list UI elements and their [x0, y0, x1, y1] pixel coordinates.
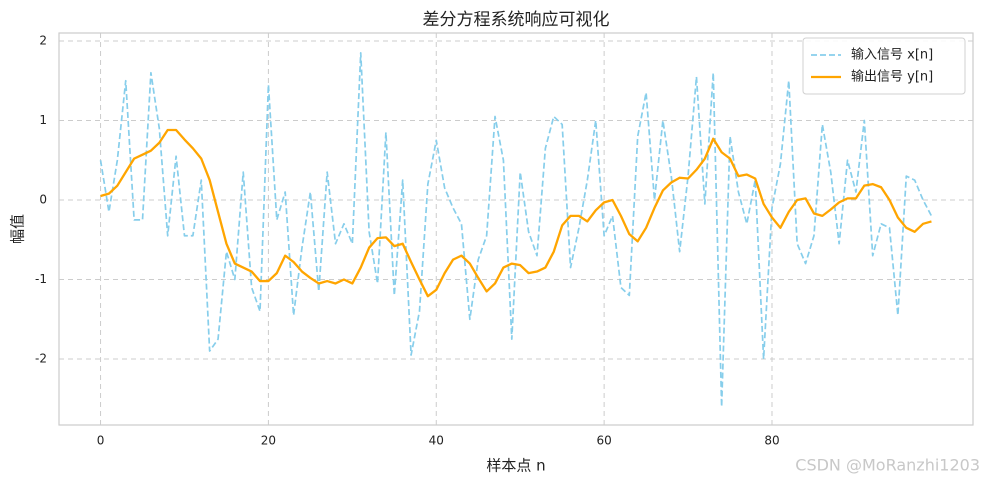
y-tick-label: -1 — [35, 272, 47, 286]
x-axis-label: 样本点 n — [486, 457, 545, 475]
series-line — [99, 52, 933, 408]
legend-box — [802, 37, 966, 95]
legend-label: 输出信号 y[n] — [851, 69, 933, 85]
legend-label: 输入信号 x[n] — [851, 47, 933, 63]
y-tick-label: 1 — [39, 113, 47, 127]
x-tick-label: 80 — [764, 434, 779, 448]
y-tick-label: 0 — [39, 192, 47, 206]
x-tick-label: 20 — [261, 434, 276, 448]
series-line — [100, 128, 932, 298]
watermark: CSDN @MoRanzhi1203 — [795, 456, 980, 475]
y-tick-label: -2 — [35, 352, 47, 366]
plot-frame — [58, 32, 974, 426]
y-axis-label: 幅值 — [9, 214, 27, 244]
x-tick-label: 60 — [596, 434, 611, 448]
chart-title: 差分方程系统响应可视化 — [423, 10, 610, 30]
x-tick-label: 0 — [97, 434, 105, 448]
x-tick-label: 40 — [429, 434, 444, 448]
y-tick-label: 2 — [39, 33, 47, 47]
